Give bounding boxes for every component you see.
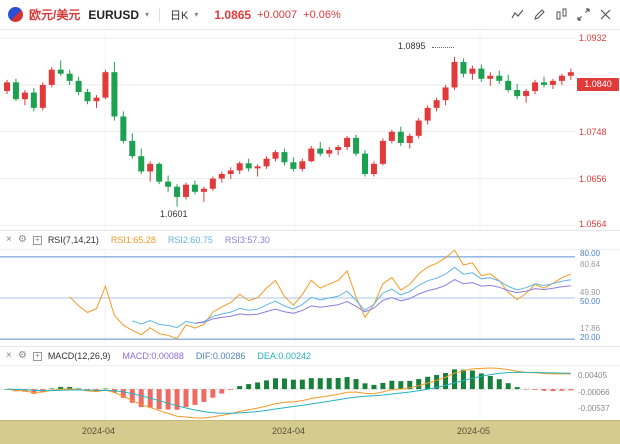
timeframe-caret-icon[interactable]: ▾: [194, 10, 199, 19]
price-axis-label: 1.0656: [579, 174, 607, 184]
date-label: 2024-04: [272, 426, 306, 436]
close-icon[interactable]: [599, 8, 612, 21]
date-axis: 2024-04 2024-04 2024-05: [0, 420, 620, 444]
rsi-title: RSI(7,14,21): [47, 235, 99, 245]
candlestick-chart[interactable]: [0, 30, 620, 230]
pair-name-cn: 欧元/美元: [29, 8, 81, 22]
rsi-axis-label: 20.00: [580, 333, 601, 342]
chart-toolbar: 欧元/美元 EURUSD ▾ 日K ▾ 1.0865 +0.0007 +0.06…: [0, 0, 620, 30]
compare-bars-icon[interactable]: [555, 8, 568, 21]
rsi-axis-label: 80.00: [580, 249, 601, 258]
low-price-annotation: 1.0601: [160, 209, 188, 219]
rsi-close-icon[interactable]: ×: [6, 234, 12, 245]
macd-value: MACD:0.00088: [122, 351, 184, 361]
macd-title: MACD(12,26,9): [47, 351, 111, 361]
macd-axis-label: -0.00066: [578, 388, 610, 397]
symbol-caret-icon[interactable]: ▾: [145, 10, 150, 19]
rsi2-value: RSI2:60.75: [167, 235, 213, 245]
currency-pair-flag-icon: [8, 7, 23, 22]
date-label: 2024-04: [82, 426, 116, 436]
price-axis-label: 1.0564: [579, 219, 607, 229]
rsi-settings-gear-icon[interactable]: ⚙: [17, 234, 27, 245]
date-label: 2024-05: [457, 426, 491, 436]
price-axis-label: 1.0748: [579, 127, 607, 137]
macd-add-icon[interactable]: +: [32, 351, 42, 361]
symbol-label[interactable]: EURUSD: [88, 7, 140, 22]
rsi-axis-label: 49.90: [580, 288, 601, 297]
dea-value: DEA:0.00242: [257, 351, 311, 361]
toolbar-divider: [159, 7, 161, 22]
last-price: 1.0865: [214, 7, 252, 22]
price-change-pct: +0.06%: [303, 8, 341, 21]
macd-axis-label: 0.00405: [578, 371, 607, 380]
rsi-add-icon[interactable]: +: [32, 235, 42, 245]
timeframe-selector[interactable]: 日K: [170, 9, 189, 22]
trend-line-icon[interactable]: [511, 8, 524, 21]
high-annotation-leader: [432, 47, 454, 48]
fullscreen-icon[interactable]: [577, 8, 590, 21]
rsi-chart[interactable]: [0, 250, 620, 346]
price-axis-label: 1.0932: [579, 33, 607, 43]
rsi1-value: RSI1:65.28: [110, 235, 156, 245]
macd-axis-label: -0.00537: [578, 404, 610, 413]
rsi3-value: RSI3:57.30: [224, 235, 270, 245]
draw-pencil-icon[interactable]: [533, 8, 546, 21]
price-change: +0.0007: [257, 8, 298, 21]
macd-panel-header: × ⚙ + MACD(12,26,9) MACD:0.00088 DIF:0.0…: [0, 346, 620, 366]
macd-close-icon[interactable]: ×: [6, 350, 12, 361]
rsi-axis-label: 17.86: [580, 324, 601, 333]
macd-chart[interactable]: [0, 366, 620, 420]
dif-value: DIF:0.00286: [195, 351, 246, 361]
macd-settings-gear-icon[interactable]: ⚙: [17, 350, 27, 361]
current-price-badge: 1.0840: [577, 78, 619, 91]
rsi-axis-label: 50.00: [580, 297, 601, 306]
high-price-annotation: 1.0895: [398, 41, 426, 51]
chart-tools: [511, 8, 612, 21]
rsi-panel-header: × ⚙ + RSI(7,14,21) RSI1:65.28 RSI2:60.75…: [0, 230, 620, 250]
rsi-axis-label: 80.64: [580, 260, 601, 269]
